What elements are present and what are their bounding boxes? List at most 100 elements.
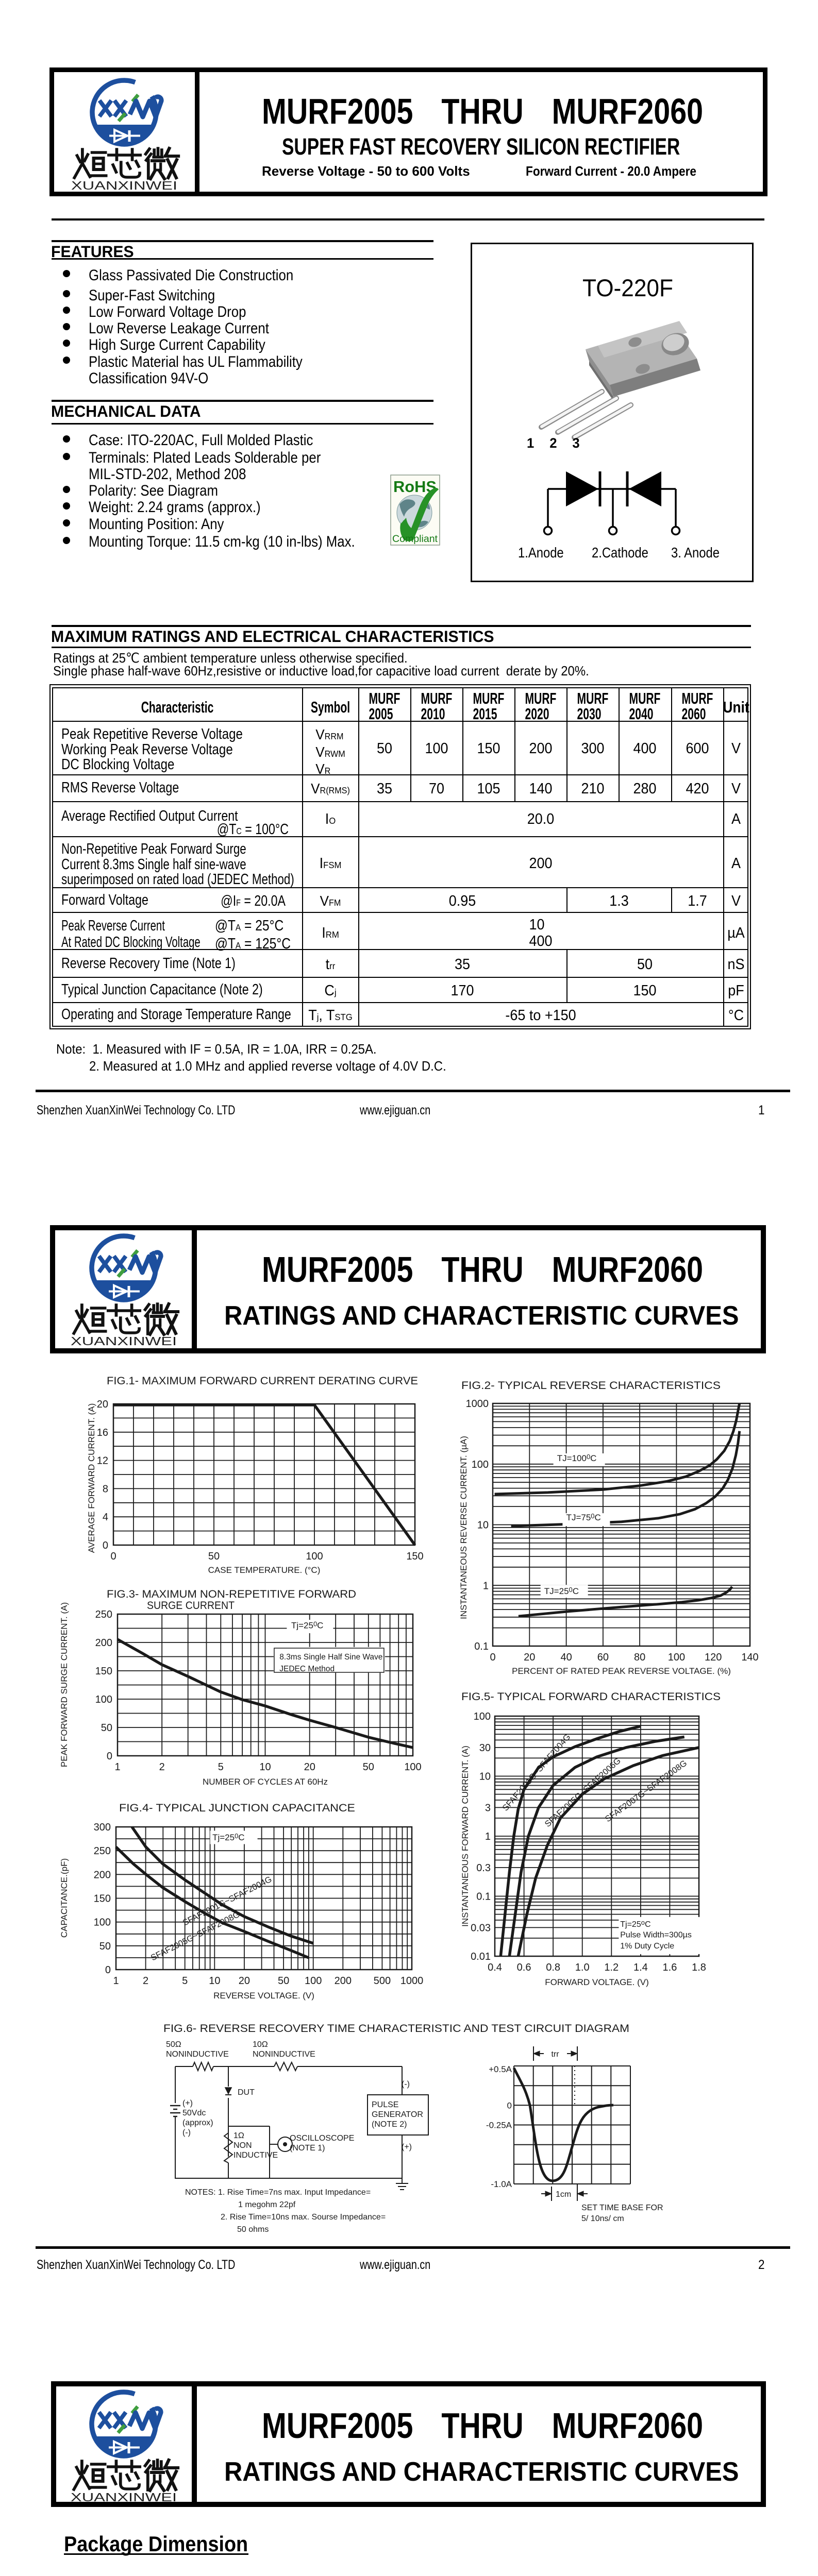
svg-text:100: 100 xyxy=(94,1917,111,1928)
svg-text:(+): (+) xyxy=(402,2143,412,2151)
svg-text:INSTANTANEOUS REVERSE CURRENT.: INSTANTANEOUS REVERSE CURRENT. (µA) xyxy=(459,1436,469,1619)
svg-text:NON: NON xyxy=(233,2141,252,2150)
svg-text:0: 0 xyxy=(105,1964,111,1976)
svg-text:GENERATOR: GENERATOR xyxy=(372,2110,423,2119)
svg-text:(NOTE 1): (NOTE 1) xyxy=(290,2144,325,2153)
svg-text:SET TIME BASE FOR: SET TIME BASE FOR xyxy=(581,2204,663,2212)
svg-text:CASE TEMPERATURE. (°C): CASE TEMPERATURE. (°C) xyxy=(208,1565,321,1575)
svg-text:-1.0A: -1.0A xyxy=(491,2179,512,2189)
svg-text:XUANXINWEI: XUANXINWEI xyxy=(71,1334,177,1348)
svg-text:50: 50 xyxy=(208,1551,220,1562)
svg-text:FIG.5- TYPICAL FORWARD CHARACT: FIG.5- TYPICAL FORWARD CHARACTERISTICS xyxy=(461,1690,721,1703)
svg-text:0: 0 xyxy=(103,1540,108,1551)
svg-text:FIG.3- MAXIMUM NON-REPETITIVE: FIG.3- MAXIMUM NON-REPETITIVE FORWARD xyxy=(107,1588,356,1600)
svg-text:3: 3 xyxy=(485,1802,491,1814)
svg-text:JEDEC Method: JEDEC Method xyxy=(279,1665,335,1673)
svg-text:1: 1 xyxy=(114,1761,120,1773)
svg-text:1: 1 xyxy=(483,1580,489,1591)
svg-text:0.6: 0.6 xyxy=(517,1962,531,1973)
svg-text:100: 100 xyxy=(668,1652,685,1663)
svg-text:2: 2 xyxy=(143,1975,148,1987)
svg-text:50: 50 xyxy=(278,1975,289,1987)
svg-text:100: 100 xyxy=(95,1694,112,1705)
svg-text:Tj=250C: Tj=250C xyxy=(291,1620,324,1631)
svg-text:10: 10 xyxy=(479,1771,491,1783)
svg-text:5: 5 xyxy=(182,1975,188,1987)
svg-text:FORWARD VOLTAGE. (V): FORWARD VOLTAGE. (V) xyxy=(545,1977,649,1987)
svg-text:200: 200 xyxy=(94,1869,111,1880)
svg-text:100: 100 xyxy=(306,1551,323,1562)
svg-text:-0.25A: -0.25A xyxy=(486,2121,512,2130)
svg-text:1: 1 xyxy=(485,1831,491,1842)
svg-text:100: 100 xyxy=(404,1761,421,1773)
svg-text:NUMBER OF CYCLES AT 60Hz: NUMBER OF CYCLES AT 60Hz xyxy=(203,1777,328,1787)
svg-text:0: 0 xyxy=(490,1652,495,1663)
svg-text:120: 120 xyxy=(705,1652,722,1663)
svg-text:140: 140 xyxy=(741,1652,758,1663)
svg-text:500: 500 xyxy=(374,1975,391,1987)
svg-text:50: 50 xyxy=(101,1722,112,1734)
svg-text:150: 150 xyxy=(94,1893,111,1905)
svg-text:250: 250 xyxy=(95,1609,112,1620)
svg-text:0.3: 0.3 xyxy=(476,1862,491,1874)
svg-text:PULSE: PULSE xyxy=(372,2100,398,2109)
svg-text:SURGE CURRENT: SURGE CURRENT xyxy=(147,1599,235,1612)
svg-text:8: 8 xyxy=(103,1483,108,1495)
svg-text:NONINDUCTIVE: NONINDUCTIVE xyxy=(253,2050,315,2059)
svg-text:(-): (-) xyxy=(402,2080,410,2089)
svg-text:PEAK FORWARD SURGE CURRENT. (A: PEAK FORWARD SURGE CURRENT. (A) xyxy=(59,1602,69,1767)
svg-text:1000: 1000 xyxy=(466,1398,489,1410)
svg-text:20: 20 xyxy=(304,1761,315,1773)
svg-text:100: 100 xyxy=(474,1711,491,1722)
svg-text:0.03: 0.03 xyxy=(471,1922,491,1934)
svg-text:1.4: 1.4 xyxy=(633,1962,648,1973)
svg-text:200: 200 xyxy=(95,1637,112,1649)
svg-text:1.6: 1.6 xyxy=(663,1962,677,1973)
svg-text:250: 250 xyxy=(94,1845,111,1857)
svg-text:1cm: 1cm xyxy=(556,2190,571,2199)
svg-text:10Ω: 10Ω xyxy=(253,2040,268,2049)
svg-text:INSTANTANEOUS FORWARD CURRENT.: INSTANTANEOUS FORWARD CURRENT. (A) xyxy=(460,1745,470,1927)
svg-text:FIG.6- REVERSE RECOVERY TIME C: FIG.6- REVERSE RECOVERY TIME CHARACTERIS… xyxy=(163,2022,629,2035)
svg-text:AVERAGE FORWARD CURRENT. (A): AVERAGE FORWARD CURRENT. (A) xyxy=(87,1403,96,1553)
svg-text:REVERSE VOLTAGE. (V): REVERSE VOLTAGE. (V) xyxy=(213,1991,314,2001)
svg-text:TJ=250C: TJ=250C xyxy=(544,1586,579,1596)
svg-text:INDUCTIVE: INDUCTIVE xyxy=(233,2151,278,2160)
svg-text:1: 1 xyxy=(113,1975,119,1987)
svg-text:TJ=1000C: TJ=1000C xyxy=(557,1453,597,1463)
svg-text:0.1: 0.1 xyxy=(474,1641,489,1652)
svg-text:100: 100 xyxy=(472,1459,489,1470)
svg-text:10: 10 xyxy=(477,1520,489,1531)
svg-text:0: 0 xyxy=(110,1551,116,1562)
svg-text:1.2: 1.2 xyxy=(604,1962,619,1973)
svg-text:(approx): (approx) xyxy=(182,2119,213,2127)
svg-text:10: 10 xyxy=(259,1761,271,1773)
svg-text:+0.5A: +0.5A xyxy=(489,2064,512,2074)
svg-text:50Ω: 50Ω xyxy=(166,2040,181,2049)
svg-text:0.8: 0.8 xyxy=(546,1962,560,1973)
svg-text:(+): (+) xyxy=(182,2099,193,2108)
svg-text:60: 60 xyxy=(597,1652,609,1663)
svg-text:2: 2 xyxy=(159,1761,165,1773)
svg-text:1Ω: 1Ω xyxy=(233,2131,244,2140)
svg-text:NONINDUCTIVE: NONINDUCTIVE xyxy=(166,2050,229,2059)
svg-text:1 megohm 22pf: 1 megohm 22pf xyxy=(238,2200,296,2209)
svg-text:80: 80 xyxy=(634,1652,645,1663)
svg-text:0.4: 0.4 xyxy=(488,1962,502,1973)
svg-text:TJ=750C: TJ=750C xyxy=(566,1512,601,1522)
svg-text:trr: trr xyxy=(551,2050,559,2059)
svg-text:NOTES: 1. Rise Time=7ns max. I: NOTES: 1. Rise Time=7ns max. Input Imped… xyxy=(185,2188,371,2197)
svg-text:2. Rise Time=10ns max. Sourse: 2. Rise Time=10ns max. Sourse Impedance= xyxy=(221,2213,386,2222)
svg-text:1000: 1000 xyxy=(400,1975,424,1987)
svg-text:PERCENT OF RATED PEAK REVERSE: PERCENT OF RATED PEAK REVERSE VOLTAGE. (… xyxy=(512,1666,731,1676)
svg-text:Tj=25oC: Tj=25oC xyxy=(620,1919,650,1929)
svg-text:XUANXINWEI: XUANXINWEI xyxy=(71,179,177,192)
svg-text:1% Duty Cycle: 1% Duty Cycle xyxy=(620,1942,674,1951)
svg-text:100: 100 xyxy=(305,1975,322,1987)
svg-text:XUANXINWEI: XUANXINWEI xyxy=(71,2490,177,2504)
svg-text:50Vdc: 50Vdc xyxy=(182,2109,206,2117)
svg-text:1.8: 1.8 xyxy=(692,1962,706,1973)
svg-text:150: 150 xyxy=(406,1551,423,1562)
svg-text:50: 50 xyxy=(363,1761,374,1773)
svg-text:FIG.1- MAXIMUM FORWARD CURRENT: FIG.1- MAXIMUM FORWARD CURRENT DERATING … xyxy=(107,1375,418,1387)
